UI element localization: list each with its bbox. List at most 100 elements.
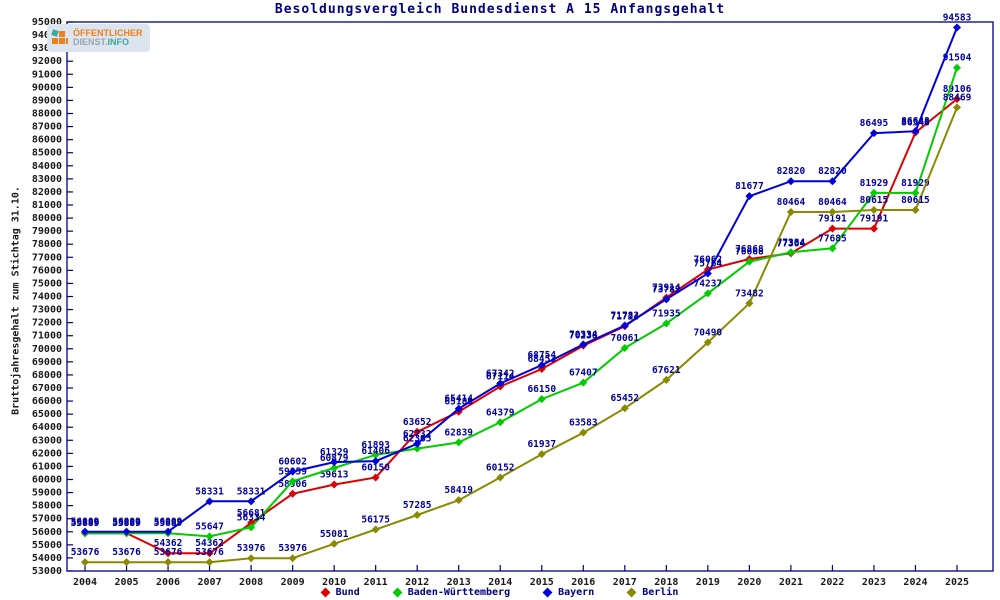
value-label-berlin: 65452 bbox=[611, 393, 640, 404]
marker-berlin bbox=[371, 525, 380, 534]
marker-berlin bbox=[205, 558, 214, 567]
marker-berlin bbox=[620, 404, 629, 413]
value-label-baden-wuerttemberg: 74237 bbox=[694, 278, 723, 289]
value-label-bayern: 56009 bbox=[71, 517, 100, 528]
value-label-berlin: 60152 bbox=[486, 463, 515, 474]
oeffentlicher-dienst-logo[interactable]: ÖFFENTLICHER DIENST.INFO bbox=[47, 24, 150, 52]
x-tick-label: 2025 bbox=[945, 577, 969, 588]
y-tick-label: 86000 bbox=[32, 135, 62, 146]
y-tick-label: 70000 bbox=[32, 344, 62, 355]
series-line-baden-wuerttemberg bbox=[85, 67, 958, 538]
marker-baden-wuerttemberg bbox=[205, 532, 214, 541]
marker-bayern bbox=[537, 361, 546, 370]
value-label-bayern: 61329 bbox=[320, 447, 349, 458]
marker-berlin bbox=[786, 208, 795, 217]
x-tick-label: 2007 bbox=[198, 577, 222, 588]
value-label-berlin: 80615 bbox=[860, 195, 889, 206]
logo-squares-icon bbox=[51, 29, 68, 46]
legend-marker-baden-wuerttemberg bbox=[392, 587, 403, 598]
legend-item-bund: Bund bbox=[320, 587, 360, 598]
value-label-bayern: 73782 bbox=[652, 284, 681, 295]
marker-bayern bbox=[953, 23, 961, 32]
value-label-berlin: 56175 bbox=[361, 514, 390, 525]
marker-baden-wuerttemberg bbox=[828, 244, 837, 253]
marker-baden-wuerttemberg bbox=[330, 464, 339, 473]
value-label-bund: 77304 bbox=[777, 238, 806, 249]
value-label-berlin: 70490 bbox=[694, 327, 723, 338]
y-tick-label: 73000 bbox=[32, 305, 62, 316]
value-label-bayern: 70334 bbox=[569, 329, 598, 340]
value-label-bund: 56681 bbox=[237, 508, 266, 519]
x-tick-label: 2017 bbox=[613, 577, 637, 588]
value-label-bayern: 68754 bbox=[527, 350, 556, 361]
chart-legend: Bund Baden-Württemberg Bayern Berlin bbox=[0, 587, 1000, 598]
marker-bayern bbox=[579, 340, 588, 349]
series-line-bayern bbox=[85, 27, 958, 533]
marker-bayern bbox=[911, 127, 920, 136]
value-label-bund: 60150 bbox=[361, 463, 390, 474]
y-tick-label: 71000 bbox=[32, 331, 62, 342]
x-tick-label: 2009 bbox=[281, 577, 305, 588]
value-label-baden-wuerttemberg: 67407 bbox=[569, 368, 598, 379]
legend-label-bayern: Bayern bbox=[558, 587, 595, 598]
value-label-bayern: 58331 bbox=[237, 486, 266, 497]
y-tick-label: 87000 bbox=[32, 122, 62, 133]
y-tick-label: 53000 bbox=[32, 566, 62, 577]
legend-marker-bayern bbox=[542, 587, 553, 598]
y-tick-label: 90000 bbox=[32, 82, 62, 93]
value-label-berlin: 55081 bbox=[320, 529, 349, 540]
value-label-berlin: 63583 bbox=[569, 418, 598, 429]
x-tick-label: 2008 bbox=[239, 577, 263, 588]
value-label-baden-wuerttemberg: 70061 bbox=[611, 333, 640, 344]
logo-text: ÖFFENTLICHER DIENST.INFO bbox=[73, 29, 143, 47]
value-label-baden-wuerttemberg: 71935 bbox=[652, 308, 681, 319]
value-label-bund: 67114 bbox=[486, 372, 515, 383]
x-tick-label: 2011 bbox=[364, 577, 388, 588]
marker-bund bbox=[371, 473, 380, 482]
value-label-bund: 55889 bbox=[71, 518, 100, 529]
marker-bayern bbox=[828, 177, 837, 186]
legend-label-berlin: Berlin bbox=[642, 587, 679, 598]
y-tick-label: 94000 bbox=[32, 30, 62, 41]
y-tick-label: 60000 bbox=[32, 475, 62, 486]
y-tick-label: 88000 bbox=[32, 109, 62, 120]
value-label-bayern: 65414 bbox=[444, 394, 473, 405]
marker-berlin bbox=[703, 338, 712, 347]
x-tick-label: 2021 bbox=[779, 577, 803, 588]
series-line-berlin bbox=[85, 107, 958, 564]
value-label-baden-wuerttemberg: 56334 bbox=[237, 512, 266, 523]
value-label-bund: 79191 bbox=[818, 214, 847, 225]
y-tick-label: 80000 bbox=[32, 213, 62, 224]
logo-line2a: DIENST. bbox=[73, 37, 108, 47]
y-tick-label: 69000 bbox=[32, 357, 62, 368]
value-label-berlin: 53976 bbox=[278, 543, 307, 554]
logo-line2b: INFO bbox=[107, 37, 130, 47]
value-label-berlin: 80615 bbox=[901, 195, 930, 206]
marker-bund bbox=[288, 489, 297, 498]
y-tick-label: 82000 bbox=[32, 187, 62, 198]
marker-bayern bbox=[786, 177, 795, 186]
value-label-baden-wuerttemberg: 66150 bbox=[527, 384, 556, 395]
x-tick-label: 2015 bbox=[530, 577, 554, 588]
marker-bayern bbox=[620, 321, 629, 330]
value-label-bund: 54362 bbox=[154, 538, 183, 549]
y-tick-label: 72000 bbox=[32, 318, 62, 329]
legend-item-berlin: Berlin bbox=[626, 587, 679, 598]
value-label-bayern: 62732 bbox=[403, 429, 432, 440]
value-label-berlin: 80464 bbox=[777, 197, 806, 208]
marker-bund bbox=[869, 224, 878, 233]
marker-baden-wuerttemberg bbox=[911, 188, 920, 197]
value-label-bund: 89106 bbox=[943, 84, 972, 95]
y-tick-label: 74000 bbox=[32, 292, 62, 303]
y-tick-label: 75000 bbox=[32, 278, 62, 289]
value-label-bayern: 60602 bbox=[278, 457, 307, 468]
marker-baden-wuerttemberg bbox=[413, 444, 422, 453]
x-tick-label: 2010 bbox=[322, 577, 346, 588]
value-label-baden-wuerttemberg: 61893 bbox=[361, 440, 390, 451]
y-tick-label: 84000 bbox=[32, 161, 62, 172]
marker-berlin bbox=[164, 558, 173, 567]
value-label-baden-wuerttemberg: 62365 bbox=[403, 434, 432, 445]
y-tick-label: 89000 bbox=[32, 95, 62, 106]
legend-label-bund: Bund bbox=[335, 587, 360, 598]
